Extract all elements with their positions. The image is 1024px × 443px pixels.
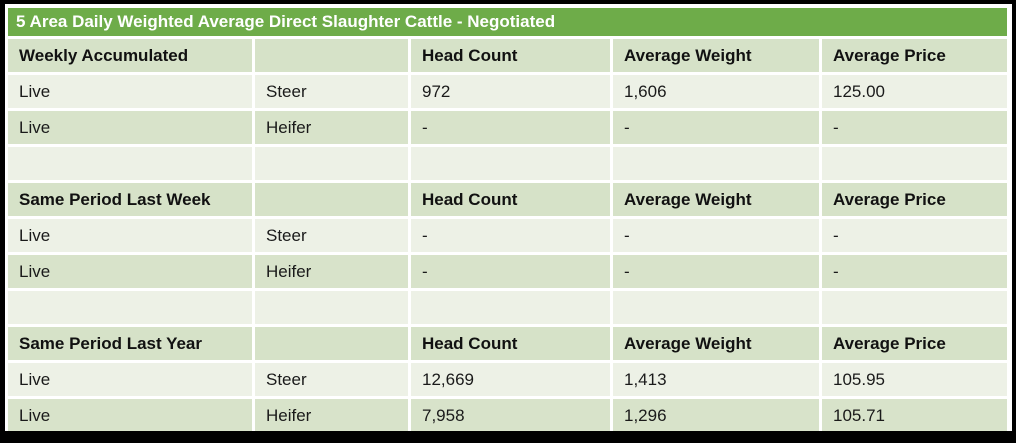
column-header-average-price: Average Price xyxy=(822,39,1007,72)
column-header-head-count: Head Count xyxy=(411,39,610,72)
cell-basis: Live xyxy=(8,111,252,144)
cell-head-count: 7,958 xyxy=(411,399,610,431)
cell-average-weight: - xyxy=(613,111,819,144)
section-label: Weekly Accumulated xyxy=(8,39,252,72)
cell-head-count: 12,669 xyxy=(411,363,610,396)
column-header-average-price: Average Price xyxy=(822,327,1007,360)
spacer-cell xyxy=(255,147,408,180)
cell-average-weight: 1,413 xyxy=(613,363,819,396)
cell-class: Steer xyxy=(255,219,408,252)
spacer-cell xyxy=(822,147,1007,180)
cell-average-weight: - xyxy=(613,255,819,288)
spacer-cell xyxy=(255,291,408,324)
cell-average-price: - xyxy=(822,111,1007,144)
spacer-cell xyxy=(822,291,1007,324)
cell-average-weight: - xyxy=(613,219,819,252)
column-header-average-weight: Average Weight xyxy=(613,183,819,216)
section-label: Same Period Last Year xyxy=(8,327,252,360)
cell-head-count: - xyxy=(411,255,610,288)
cell-average-weight: 1,606 xyxy=(613,75,819,108)
cell-basis: Live xyxy=(8,399,252,431)
spacer-cell xyxy=(411,147,610,180)
cell-head-count: - xyxy=(411,219,610,252)
cell-average-weight: 1,296 xyxy=(613,399,819,431)
section-header-empty-cell xyxy=(255,327,408,360)
cell-class: Steer xyxy=(255,363,408,396)
cell-average-price: - xyxy=(822,219,1007,252)
section-header-empty-cell xyxy=(255,183,408,216)
cell-average-price: - xyxy=(822,255,1007,288)
section-header-empty-cell xyxy=(255,39,408,72)
spacer-cell xyxy=(8,147,252,180)
spacer-cell xyxy=(613,291,819,324)
cell-average-price: 105.95 xyxy=(822,363,1007,396)
column-header-average-price: Average Price xyxy=(822,183,1007,216)
column-header-head-count: Head Count xyxy=(411,183,610,216)
cell-basis: Live xyxy=(8,219,252,252)
spacer-cell xyxy=(8,291,252,324)
cell-basis: Live xyxy=(8,363,252,396)
section-label: Same Period Last Week xyxy=(8,183,252,216)
cell-basis: Live xyxy=(8,75,252,108)
cell-class: Heifer xyxy=(255,111,408,144)
column-header-average-weight: Average Weight xyxy=(613,39,819,72)
cell-basis: Live xyxy=(8,255,252,288)
table-grid: 5 Area Daily Weighted Average Direct Sla… xyxy=(8,8,1009,431)
cell-average-price: 125.00 xyxy=(822,75,1007,108)
cell-head-count: 972 xyxy=(411,75,610,108)
cell-average-price: 105.71 xyxy=(822,399,1007,431)
table-title: 5 Area Daily Weighted Average Direct Sla… xyxy=(8,8,1007,36)
column-header-head-count: Head Count xyxy=(411,327,610,360)
cell-class: Heifer xyxy=(255,399,408,431)
spacer-cell xyxy=(613,147,819,180)
cell-class: Heifer xyxy=(255,255,408,288)
spacer-cell xyxy=(411,291,610,324)
cell-class: Steer xyxy=(255,75,408,108)
cell-head-count: - xyxy=(411,111,610,144)
column-header-average-weight: Average Weight xyxy=(613,327,819,360)
